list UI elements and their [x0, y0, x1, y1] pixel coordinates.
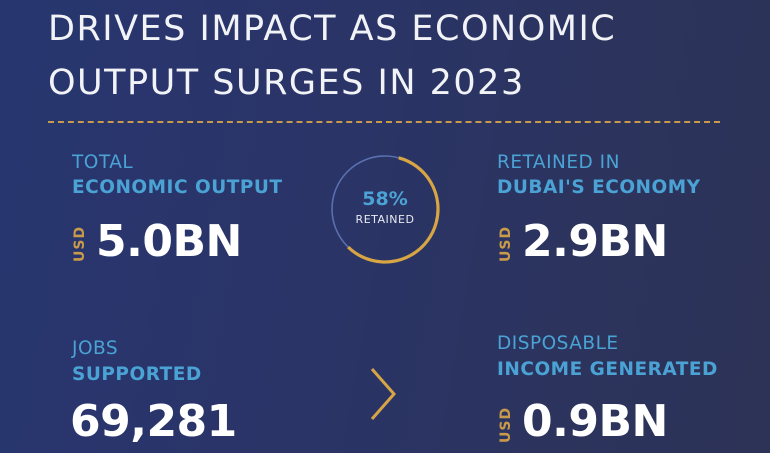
economic-output-label-bold: ECONOMIC OUTPUT [72, 177, 283, 198]
retained-value: 2.9BN [522, 216, 668, 267]
economic-output-value: 5.0BN [96, 216, 242, 267]
jobs-value: 69,281 [70, 396, 237, 447]
economic-output-label-light: TOTAL [72, 152, 134, 173]
headline-line-2: OUTPUT SURGES IN 2023 [48, 63, 525, 103]
ring-caption: RETAINED [355, 213, 415, 226]
retained-label-bold: DUBAI'S ECONOMY [497, 177, 701, 198]
economic-output-currency: USD [72, 225, 88, 262]
retained-label-light: RETAINED IN [497, 152, 620, 173]
jobs-label-light: JOBS [72, 338, 119, 359]
income-currency: USD [498, 406, 514, 443]
income-label-light: DISPOSABLE [497, 333, 619, 354]
ring-progress-arc [330, 154, 440, 264]
income-label-bold: INCOME GENERATED [497, 359, 718, 380]
chevron-right-icon [370, 368, 396, 420]
jobs-label-bold: SUPPORTED [72, 364, 202, 385]
ring-graphic [330, 154, 440, 264]
retained-currency: USD [498, 225, 514, 262]
dashed-divider [48, 121, 720, 123]
page-headline: DRIVES IMPACT AS ECONOMIC OUTPUT SURGES … [48, 2, 616, 110]
income-value: 0.9BN [522, 396, 668, 447]
ring-percent: 58% [362, 188, 408, 210]
retained-ring-gauge: 58% RETAINED [328, 152, 442, 266]
headline-line-1: DRIVES IMPACT AS ECONOMIC [48, 9, 617, 49]
